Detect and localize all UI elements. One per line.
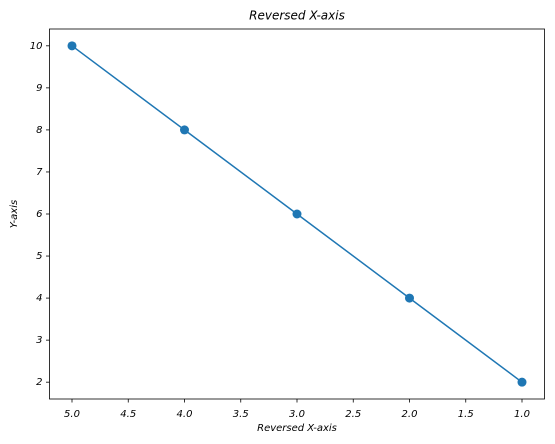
y-tick-label: 5 bbox=[36, 251, 42, 262]
x-tick-label: 4.5 bbox=[120, 409, 136, 420]
x-tick-label: 3.5 bbox=[233, 409, 249, 420]
y-tick-label: 6 bbox=[36, 209, 42, 220]
plot-frame bbox=[49, 28, 545, 400]
y-tick-label: 3 bbox=[36, 335, 42, 346]
marker bbox=[517, 377, 527, 387]
x-tick-label: 5.0 bbox=[64, 409, 80, 420]
x-tick-label: 1.0 bbox=[514, 409, 530, 420]
x-tick-label: 1.5 bbox=[458, 409, 474, 420]
y-tick-label: 10 bbox=[30, 41, 43, 52]
y-tick-label: 2 bbox=[36, 377, 42, 388]
marker bbox=[405, 293, 414, 303]
x-tick-label: 2.0 bbox=[402, 409, 418, 420]
marker bbox=[292, 209, 302, 219]
marker bbox=[67, 41, 77, 51]
y-tick-label: 9 bbox=[36, 83, 42, 94]
marker bbox=[180, 125, 189, 135]
x-axis-label: Reversed X-axis bbox=[257, 423, 337, 434]
y-tick-label: 4 bbox=[36, 293, 42, 304]
x-tick-label: 2.5 bbox=[345, 409, 361, 420]
y-tick-label: 8 bbox=[36, 125, 42, 136]
x-tick-label: 3.0 bbox=[289, 409, 305, 420]
y-tick-label: 7 bbox=[36, 167, 43, 178]
y-axis-label: Y-axis bbox=[9, 200, 20, 228]
x-tick-label: 4.0 bbox=[177, 409, 193, 420]
chart-title: Reversed X-axis bbox=[249, 9, 345, 23]
